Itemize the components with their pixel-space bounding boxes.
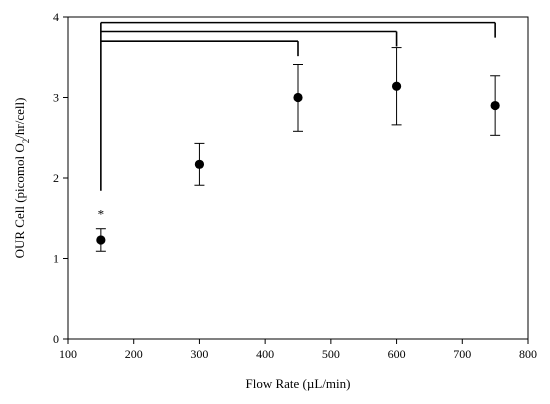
y-tick-label: 0 [53, 332, 59, 346]
y-axis-label-tail: /hr/cell) [12, 98, 27, 139]
error-bars [95, 47, 501, 252]
x-tick-label: 200 [125, 347, 143, 361]
data-point [194, 159, 205, 169]
y-axis-label-main: OUR Cell (picomol O [12, 143, 27, 258]
x-tick-label: 700 [453, 347, 471, 361]
x-tick-label: 300 [190, 347, 208, 361]
y-axis-label: OUR Cell (picomol O2/hr/cell) [12, 98, 31, 259]
data-point [293, 92, 303, 103]
x-tick-label: 500 [322, 347, 340, 361]
data-point [391, 81, 402, 91]
significance-marker: * [98, 207, 105, 222]
x-axis-label: Flow Rate (µL/min) [246, 376, 351, 391]
y-tick-label: 1 [53, 252, 59, 266]
y-tick-label: 4 [53, 10, 59, 24]
y-axis-ticks: 0 1 2 3 4 [53, 10, 68, 346]
data-point [490, 100, 500, 111]
significance-brackets [100, 21, 496, 191]
y-tick-label: 3 [53, 91, 59, 105]
x-tick-label: 600 [388, 347, 406, 361]
data-points [96, 81, 500, 245]
x-tick-label: 800 [519, 347, 537, 361]
x-tick-label: 100 [59, 347, 77, 361]
data-point [96, 235, 106, 245]
x-tick-label: 400 [256, 347, 274, 361]
y-axis-label-subscript: 2 [21, 139, 31, 144]
y-tick-label: 2 [53, 171, 59, 185]
x-axis-ticks: 100 200 300 400 500 600 700 800 [59, 339, 537, 361]
